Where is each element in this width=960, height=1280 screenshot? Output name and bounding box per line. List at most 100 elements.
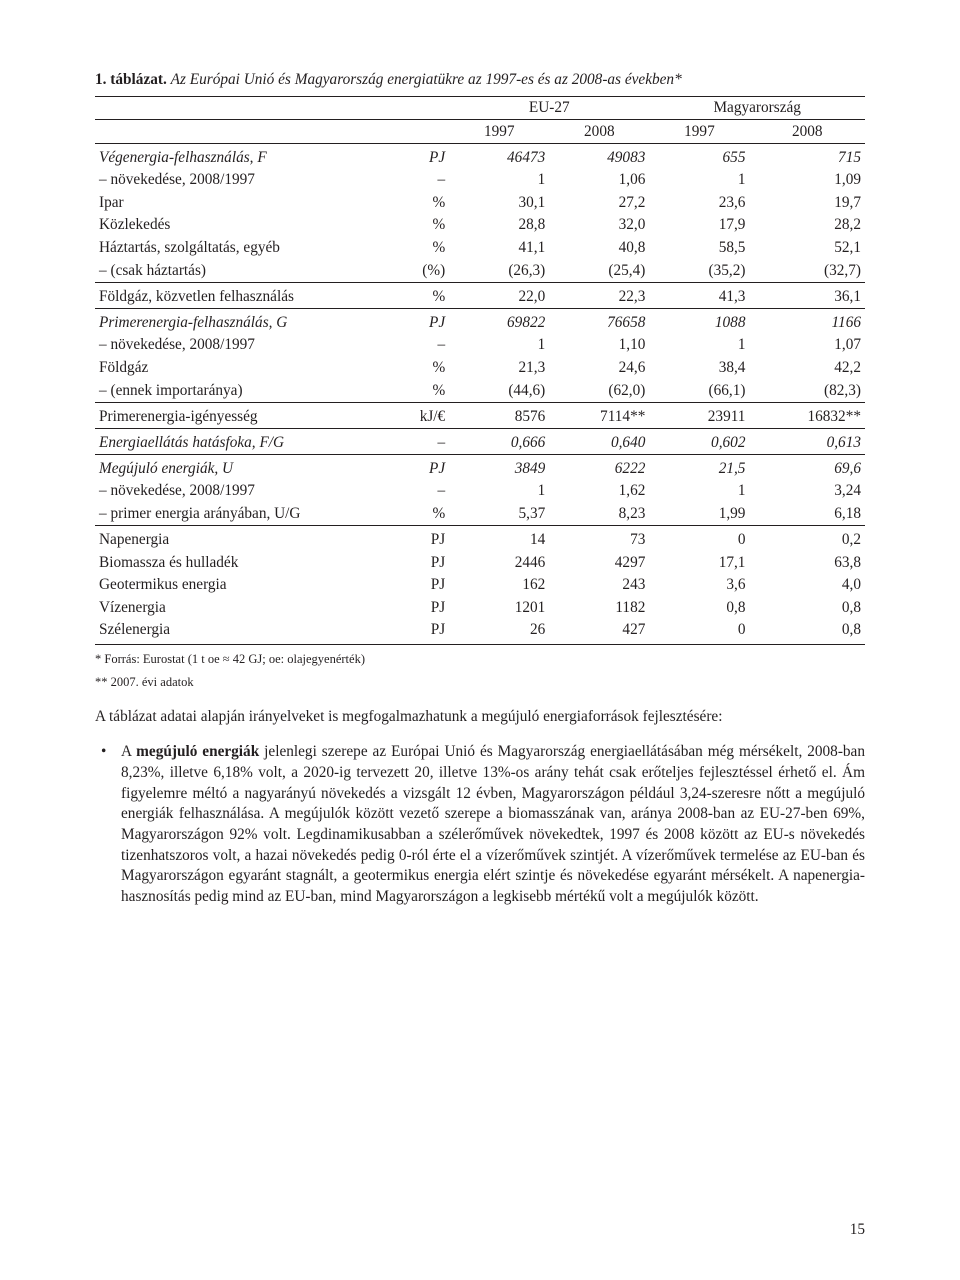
row-unit: PJ <box>388 619 450 645</box>
row-value: 1 <box>449 169 549 192</box>
header-year: 2008 <box>549 120 649 144</box>
row-value: 2446 <box>449 551 549 574</box>
header-year: 1997 <box>449 120 549 144</box>
row-unit: – <box>388 480 450 503</box>
row-unit: PJ <box>388 308 450 334</box>
row-label: Primerenergia-igényesség <box>95 402 388 428</box>
row-label: – növekedése, 2008/1997 <box>95 169 388 192</box>
row-unit: PJ <box>388 574 450 597</box>
row-label: Biomassza és hulladék <box>95 551 388 574</box>
row-value: 76658 <box>549 308 649 334</box>
energy-table: EU-27 Magyarország 1997 2008 1997 2008 V… <box>95 96 865 645</box>
table-row: Háztartás, szolgáltatás, egyéb%41,140,85… <box>95 237 865 260</box>
row-value: (44,6) <box>449 379 549 402</box>
row-value: 3,6 <box>649 574 749 597</box>
row-value: 715 <box>749 143 865 169</box>
row-value: 0,613 <box>749 428 865 454</box>
header-group-eu: EU-27 <box>449 96 649 120</box>
row-value: (62,0) <box>549 379 649 402</box>
table-caption: 1. táblázat. Az Európai Unió és Magyaror… <box>95 70 865 90</box>
table-row: Biomassza és hulladékPJ2446429717,163,8 <box>95 551 865 574</box>
table-row: – primer energia arányában, U/G%5,378,23… <box>95 502 865 525</box>
table-row: – növekedése, 2008/1997–11,6213,24 <box>95 480 865 503</box>
intro-paragraph: A táblázat adatai alapján irányelveket i… <box>95 707 865 727</box>
row-unit: PJ <box>388 551 450 574</box>
row-label: – (csak háztartás) <box>95 259 388 282</box>
row-label: Megújuló energiák, U <box>95 454 388 480</box>
row-value: 1088 <box>649 308 749 334</box>
row-value: 0,640 <box>549 428 649 454</box>
row-value: 1 <box>449 334 549 357</box>
row-value: 243 <box>549 574 649 597</box>
row-value: 41,1 <box>449 237 549 260</box>
row-value: 1201 <box>449 596 549 619</box>
row-value: 0,8 <box>649 596 749 619</box>
row-value: 1,09 <box>749 169 865 192</box>
row-value: 73 <box>549 525 649 551</box>
row-value: 52,1 <box>749 237 865 260</box>
table-row: – növekedése, 2008/1997–11,0611,09 <box>95 169 865 192</box>
row-value: 69,6 <box>749 454 865 480</box>
row-value: 1,07 <box>749 334 865 357</box>
row-value: 27,2 <box>549 191 649 214</box>
row-value: 0 <box>649 619 749 645</box>
row-label: Szélenergia <box>95 619 388 645</box>
row-label: – primer energia arányában, U/G <box>95 502 388 525</box>
bullet-pre: A <box>121 743 136 760</box>
table-number: 1. táblázat. <box>95 71 167 88</box>
row-label: Háztartás, szolgáltatás, egyéb <box>95 237 388 260</box>
row-label: Geotermikus energia <box>95 574 388 597</box>
header-year: 2008 <box>749 120 865 144</box>
row-value: 7114** <box>549 402 649 428</box>
row-value: 0,666 <box>449 428 549 454</box>
row-label: Napenergia <box>95 525 388 551</box>
row-unit: – <box>388 334 450 357</box>
row-unit: – <box>388 169 450 192</box>
row-label: Energiaellátás hatásfoka, F/G <box>95 428 388 454</box>
row-unit: kJ/€ <box>388 402 450 428</box>
table-row: Földgáz, közvetlen felhasználás%22,022,3… <box>95 282 865 308</box>
row-value: 6,18 <box>749 502 865 525</box>
row-value: 427 <box>549 619 649 645</box>
row-value: 38,4 <box>649 356 749 379</box>
table-row: NapenergiaPJ147300,2 <box>95 525 865 551</box>
row-value: 21,5 <box>649 454 749 480</box>
row-value: (35,2) <box>649 259 749 282</box>
page-number: 15 <box>850 1220 865 1240</box>
table-row: SzélenergiaPJ2642700,8 <box>95 619 865 645</box>
table-row: Energiaellátás hatásfoka, F/G–0,6660,640… <box>95 428 865 454</box>
table-title: Az Európai Unió és Magyarország energiat… <box>171 71 682 88</box>
row-value: 63,8 <box>749 551 865 574</box>
row-value: 1182 <box>549 596 649 619</box>
row-unit: PJ <box>388 525 450 551</box>
row-value: 28,8 <box>449 214 549 237</box>
row-value: 14 <box>449 525 549 551</box>
row-unit: PJ <box>388 143 450 169</box>
table-row: – (ennek importaránya)%(44,6)(62,0)(66,1… <box>95 379 865 402</box>
row-unit: % <box>388 502 450 525</box>
header-year: 1997 <box>649 120 749 144</box>
row-label: – növekedése, 2008/1997 <box>95 480 388 503</box>
header-group-hu: Magyarország <box>649 96 865 120</box>
row-value: 1 <box>649 480 749 503</box>
table-row: – növekedése, 2008/1997–11,1011,07 <box>95 334 865 357</box>
table-row: Végenergia-felhasználás, FPJ464734908365… <box>95 143 865 169</box>
row-value: 655 <box>649 143 749 169</box>
table-row: Közlekedés%28,832,017,928,2 <box>95 214 865 237</box>
row-value: 21,3 <box>449 356 549 379</box>
row-value: 26 <box>449 619 549 645</box>
footnote: ** 2007. évi adatok <box>95 674 865 691</box>
row-label: Közlekedés <box>95 214 388 237</box>
row-value: 1,06 <box>549 169 649 192</box>
row-value: 30,1 <box>449 191 549 214</box>
bullet-post: jelenlegi szerepe az Európai Unió és Mag… <box>121 743 865 904</box>
row-value: 4297 <box>549 551 649 574</box>
row-value: 58,5 <box>649 237 749 260</box>
row-label: Földgáz <box>95 356 388 379</box>
row-value: 1,10 <box>549 334 649 357</box>
table-row: Földgáz%21,324,638,442,2 <box>95 356 865 379</box>
row-value: 42,2 <box>749 356 865 379</box>
row-label: Ipar <box>95 191 388 214</box>
row-value: (66,1) <box>649 379 749 402</box>
row-value: 0,8 <box>749 619 865 645</box>
